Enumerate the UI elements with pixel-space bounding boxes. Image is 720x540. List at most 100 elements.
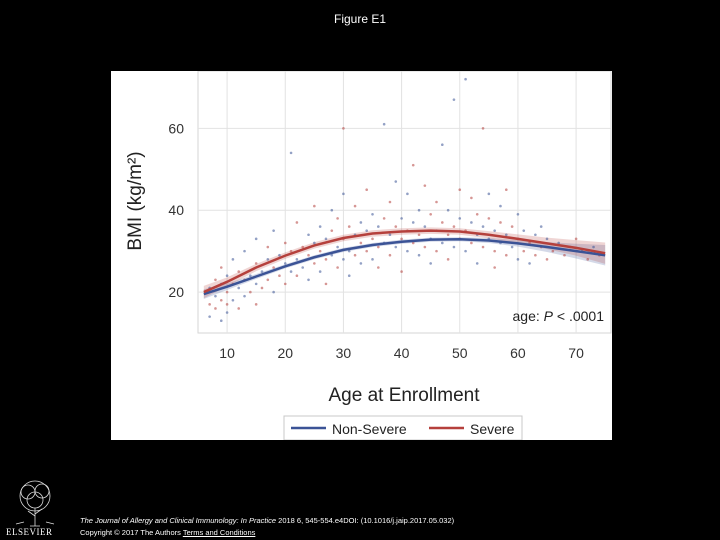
scatter-point bbox=[551, 249, 555, 253]
scatter-point bbox=[382, 122, 386, 126]
scatter-point bbox=[330, 229, 334, 232]
scatter-point bbox=[592, 245, 595, 249]
scatter-point bbox=[411, 221, 415, 224]
scatter-point bbox=[359, 241, 363, 245]
scatter-point bbox=[435, 249, 438, 253]
scatter-point bbox=[254, 282, 258, 286]
scatter-point bbox=[388, 253, 392, 257]
scatter-point bbox=[481, 225, 485, 228]
scatter-point bbox=[534, 233, 537, 237]
scatter-point bbox=[237, 286, 241, 290]
scatter-point bbox=[254, 262, 258, 265]
scatter-point bbox=[342, 127, 345, 130]
y-tick-label-40: 40 bbox=[168, 202, 184, 218]
confidence-bands bbox=[203, 227, 606, 300]
scatter-point bbox=[470, 241, 473, 245]
scatter-point bbox=[214, 307, 217, 310]
scatter-point bbox=[225, 311, 229, 314]
scatter-point bbox=[283, 241, 287, 245]
scatter-point bbox=[493, 229, 496, 232]
scatter-point bbox=[219, 319, 223, 323]
scatter-point bbox=[394, 180, 398, 183]
scatter-point bbox=[417, 233, 421, 237]
scatter-point bbox=[371, 237, 374, 241]
grid-lines bbox=[198, 71, 611, 333]
scatter-point bbox=[458, 217, 462, 220]
fit-lines bbox=[203, 229, 606, 296]
scatter-point bbox=[493, 249, 496, 253]
scatter-point bbox=[324, 258, 328, 261]
scatter-point bbox=[225, 290, 229, 294]
scatter-point bbox=[411, 163, 415, 167]
scatter-point bbox=[481, 127, 485, 130]
scatter-point bbox=[417, 253, 421, 257]
citation-block: The Journal of Allergy and Clinical Immu… bbox=[80, 515, 454, 539]
p-value-annotation: age: P < .0001 bbox=[513, 308, 605, 324]
scatter-point bbox=[522, 249, 526, 253]
scatter-point bbox=[534, 253, 537, 257]
figure-panel: 20 40 60 10 20 30 40 50 60 70 BMI (kg/m²) Age at… bbox=[111, 71, 612, 440]
x-tick-label-40: 40 bbox=[394, 345, 410, 361]
scatter-point bbox=[499, 204, 502, 208]
fit-line-severe bbox=[203, 229, 606, 294]
fit-line-non-severe bbox=[203, 238, 606, 296]
scatter-point bbox=[481, 245, 485, 249]
scatter-point bbox=[225, 303, 229, 306]
scatter-point bbox=[336, 217, 339, 220]
scatter-point bbox=[388, 200, 392, 204]
legend-severe-label: Severe bbox=[470, 421, 515, 437]
scatter-point bbox=[522, 229, 526, 232]
scatter-point bbox=[406, 192, 409, 196]
scatter-point bbox=[400, 237, 403, 241]
terms-link[interactable]: Terms and Conditions bbox=[182, 528, 256, 537]
scatter-point bbox=[586, 258, 590, 261]
copyright-line: Copyright © 2017 The Authors Terms and C… bbox=[80, 527, 454, 539]
scatter-point bbox=[423, 245, 427, 249]
scatter-point bbox=[539, 225, 543, 228]
scatter-point bbox=[510, 225, 514, 228]
scatter-point bbox=[254, 303, 258, 306]
scatter-point bbox=[272, 290, 275, 294]
scatter-point bbox=[231, 258, 235, 261]
scatter-point bbox=[266, 245, 270, 249]
scatter-point bbox=[278, 274, 281, 277]
scatter-point bbox=[470, 196, 473, 200]
scatter-point bbox=[260, 270, 264, 273]
scatter-point bbox=[377, 245, 380, 249]
x-tick-label-30: 30 bbox=[336, 345, 352, 361]
scatter-point bbox=[260, 286, 264, 290]
x-axis-label: Age at Enrollment bbox=[328, 385, 480, 406]
x-tick-label-60: 60 bbox=[510, 345, 526, 361]
y-axis-label: BMI (kg/m²) bbox=[125, 151, 146, 250]
scatter-point bbox=[528, 262, 531, 265]
citation-details: 2018 6, 545-554.e4DOI: (10.1016/j.jaip.2… bbox=[278, 516, 455, 525]
scatter-point bbox=[295, 221, 299, 224]
y-axis-ticks: 20 40 60 bbox=[168, 120, 184, 300]
scatter-point bbox=[289, 151, 293, 155]
scatter-point bbox=[219, 266, 223, 269]
scatter-point bbox=[237, 307, 241, 310]
scatter-points bbox=[208, 77, 601, 323]
scatter-point bbox=[365, 229, 368, 232]
scatter-point bbox=[452, 245, 456, 249]
scatter-point bbox=[237, 270, 241, 273]
scatter-point bbox=[435, 200, 438, 204]
scatter-point bbox=[417, 208, 421, 212]
scatter-point bbox=[359, 262, 363, 265]
scatter-point bbox=[289, 270, 293, 273]
scatter-point bbox=[464, 249, 467, 253]
scatter-point bbox=[516, 258, 520, 261]
scatter-point bbox=[318, 249, 322, 253]
scatter-point bbox=[214, 278, 217, 282]
scatter-point bbox=[377, 225, 380, 228]
scatter-point bbox=[452, 225, 456, 228]
scatter-point bbox=[487, 217, 491, 220]
scatter-point bbox=[545, 258, 549, 261]
legend-non-severe-label: Non-Severe bbox=[332, 421, 407, 437]
annotation-rest: < .0001 bbox=[553, 308, 604, 324]
legend: Non-Severe Severe bbox=[283, 415, 523, 440]
scatter-point bbox=[208, 303, 211, 306]
scatter-point bbox=[382, 217, 386, 220]
scatter-point bbox=[499, 221, 502, 224]
annotation-prefix: age: bbox=[513, 308, 544, 324]
